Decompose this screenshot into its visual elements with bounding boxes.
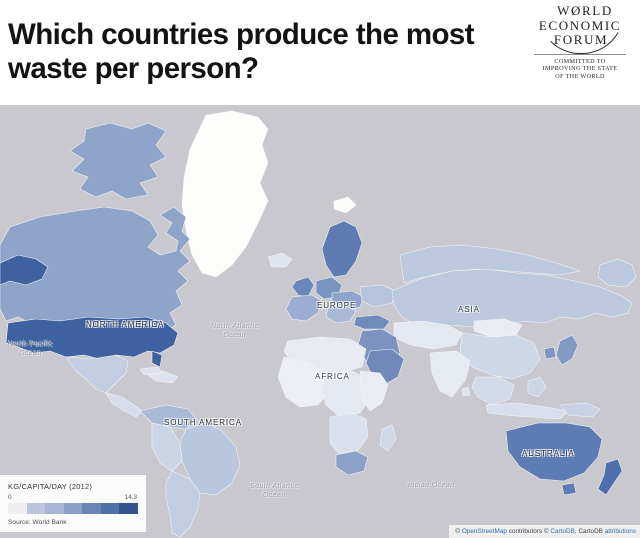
region-east-africa xyxy=(359,370,389,412)
country-united-states xyxy=(5,316,179,360)
header: Which countries produce the most waste p… xyxy=(0,0,640,105)
logo-divider xyxy=(534,53,626,55)
country-madagascar xyxy=(379,424,397,452)
wef-logo-line-3: FORUM xyxy=(553,32,609,47)
region-korea xyxy=(543,346,557,360)
continent-label-asia: ASIA xyxy=(458,305,480,314)
choropleth-world-map[interactable]: NORTH AMERICA SOUTH AMERICA EUROPE AFRIC… xyxy=(0,105,640,538)
continent-label-north-america: NORTH AMERICA xyxy=(86,320,165,329)
map-attribution: © OpenStreetMap contributors © CartoDB, … xyxy=(449,525,640,538)
ocean-label-north-atlantic: North Atlantic Ocean xyxy=(211,323,258,340)
legend-swatch-4 xyxy=(82,503,101,514)
attribution-middle-text: , CartoDB xyxy=(574,528,605,535)
region-southeast-asia xyxy=(471,376,515,406)
region-philippines xyxy=(527,376,547,398)
wef-tagline-line-1: COMMITTED TO xyxy=(554,57,606,65)
country-usa-florida xyxy=(151,350,163,368)
legend-color-ramp xyxy=(8,503,139,514)
legend-swatch-0 xyxy=(8,503,27,514)
region-west-africa xyxy=(277,356,331,408)
region-central-america xyxy=(105,392,143,418)
country-peru-bolivia xyxy=(151,422,183,472)
wef-tagline: COMMITTED TO IMPROVING THE STATE OF THE … xyxy=(526,58,634,81)
country-turkey xyxy=(353,314,391,330)
country-canada-arctic-islands xyxy=(69,122,167,200)
country-australia xyxy=(505,422,603,482)
country-greenland xyxy=(181,110,269,278)
ocean-label-north-pacific-line2: Ocean xyxy=(19,349,42,357)
country-norway-sweden-finland xyxy=(321,220,363,278)
map-legend: KG/CAPITA/DAY (2012) 0 14.3 Source: Worl… xyxy=(0,475,146,532)
ocean-label-north-pacific: North Pacific Ocean xyxy=(8,341,53,358)
continent-label-south-america: SOUTH AMERICA xyxy=(164,418,242,427)
ocean-label-indian: Indian Ocean xyxy=(408,482,454,491)
country-japan xyxy=(555,334,579,366)
country-iceland xyxy=(267,252,293,268)
region-indonesia xyxy=(485,402,569,420)
country-india xyxy=(429,350,471,398)
region-png xyxy=(559,402,601,418)
attribution-copyright-1: © xyxy=(455,528,462,535)
ocean-label-north-pacific-line1: North Pacific xyxy=(8,341,53,348)
continent-label-europe: EUROPE xyxy=(317,301,357,310)
ocean-label-north-atlantic-line1: North Atlantic xyxy=(211,323,259,330)
region-svalbard xyxy=(333,196,357,214)
legend-swatch-6 xyxy=(119,503,139,514)
wef-logo-line-2: ECONOMIC xyxy=(538,17,622,33)
legend-min-value: 0 xyxy=(8,494,12,501)
country-russia-far-east xyxy=(597,258,637,288)
legend-swatch-1 xyxy=(26,503,46,514)
ocean-label-indian-line1: Indian Ocean xyxy=(408,482,455,489)
wef-logo-line-1: WØRLD xyxy=(557,3,613,18)
ocean-label-south-atlantic-line2: Ocean xyxy=(262,491,286,499)
wef-tagline-line-2: IMPROVING THE STATE xyxy=(542,65,618,73)
attribution-cartodb-link[interactable]: CartoDB xyxy=(550,528,575,535)
wef-tagline-line-3: OF THE WORLD xyxy=(555,72,605,80)
region-central-africa xyxy=(321,370,373,418)
ocean-label-north-atlantic-line2: Ocean xyxy=(223,331,246,339)
country-france-iberia xyxy=(285,294,323,322)
country-usa-alaska xyxy=(0,254,49,286)
attribution-contributors-text: contributors © xyxy=(506,528,551,535)
legend-source: Source: World Bank xyxy=(8,519,67,526)
legend-swatch-5 xyxy=(100,503,120,514)
country-tasmania xyxy=(561,482,577,496)
region-balkans-italy xyxy=(325,304,357,324)
wef-wordmark: WØRLD ECONOMIC FORUM xyxy=(526,3,634,54)
ocean-label-south-atlantic: South Atlantic Ocean xyxy=(250,483,299,500)
continent-label-australia: AUSTRALIA xyxy=(522,449,575,458)
country-cuba xyxy=(139,366,163,376)
country-south-africa xyxy=(335,450,369,476)
legend-max-value: 14.3 xyxy=(124,494,137,501)
world-map-svg xyxy=(0,105,640,538)
ocean-label-south-atlantic-line1: South Atlantic xyxy=(250,483,299,490)
legend-swatch-3 xyxy=(63,503,83,514)
wef-logo: WØRLD ECONOMIC FORUM COMMITTED TO IMPROV… xyxy=(526,3,634,81)
country-ukraine-belarus xyxy=(359,284,397,308)
attribution-attributions-link[interactable]: attributions xyxy=(604,528,636,535)
country-mexico xyxy=(65,354,129,394)
attribution-openstreetmap-link[interactable]: OpenStreetMap xyxy=(461,528,507,535)
region-central-asia xyxy=(393,320,463,350)
legend-swatch-2 xyxy=(45,503,64,514)
country-sri-lanka xyxy=(461,386,471,397)
legend-title: KG/CAPITA/DAY (2012) xyxy=(8,482,93,491)
page-title: Which countries produce the most waste p… xyxy=(8,18,475,85)
region-southern-africa xyxy=(329,412,369,456)
country-russia-north-coast xyxy=(399,244,581,284)
country-new-zealand xyxy=(597,458,623,496)
legend-scale-numbers: 0 14.3 xyxy=(8,494,138,503)
country-chile-argentina xyxy=(165,470,201,538)
continent-label-africa: AFRICA xyxy=(315,372,350,381)
